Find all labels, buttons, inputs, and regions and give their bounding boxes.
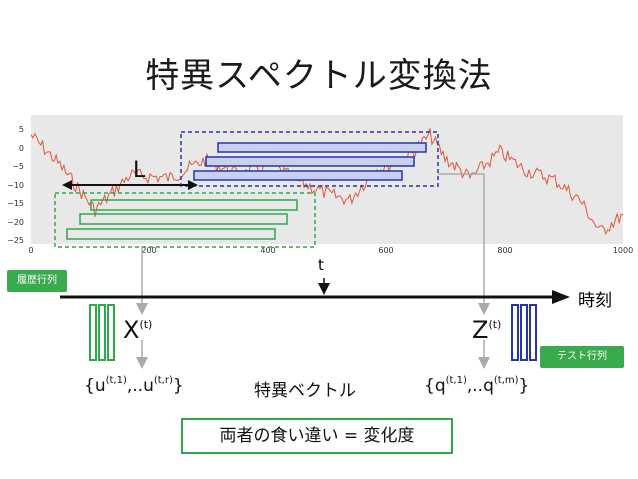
z-superscript: (t) <box>488 318 502 331</box>
time-t-label: t <box>318 256 324 274</box>
window-length-label: L <box>133 158 146 183</box>
u-superscript-2: (t,r) <box>153 375 173 386</box>
test-connector <box>438 173 490 369</box>
history-window-bar <box>79 213 288 225</box>
test-singular-vectors: {q(t,1),..q(t,m)} <box>424 375 530 396</box>
history-matrix-label: 履歴行列 <box>7 270 67 292</box>
y-tick-label: −5 <box>12 162 24 171</box>
test-matrix-symbol: Z(t) <box>472 316 501 344</box>
u-superscript-1: (t,1) <box>105 375 127 386</box>
history-window-bar <box>90 199 298 211</box>
time-axis-label: 時刻 <box>578 291 612 311</box>
q-middle: ,..q <box>466 376 494 396</box>
x-tick-label: 800 <box>497 246 513 255</box>
y-tick-label: −15 <box>7 199 24 208</box>
q-superscript-2: (t,m) <box>493 375 519 386</box>
y-tick-label: 5 <box>18 125 24 134</box>
x-symbol: X <box>123 316 140 344</box>
history-window-dashed <box>54 192 316 248</box>
test-matrix-label: テスト行列 <box>540 346 624 368</box>
test-window-bar <box>193 170 403 181</box>
z-symbol: Z <box>472 316 489 344</box>
test-window-dashed <box>180 131 439 187</box>
window-length-arrow <box>62 180 198 190</box>
change-degree-box: 両者の食い違い = 変化度 <box>181 418 453 454</box>
u-middle: ,..u <box>126 376 154 396</box>
x-tick-label: 0 <box>28 246 34 255</box>
test-window-bar <box>217 142 427 153</box>
x-tick-label: 200 <box>141 246 157 255</box>
q-close: } <box>518 376 530 396</box>
q-open: {q <box>424 376 446 396</box>
history-singular-vectors: {u(t,1),..u(t,r)} <box>84 375 184 396</box>
u-close: } <box>172 376 184 396</box>
q-superscript-1: (t,1) <box>445 375 467 386</box>
history-windows <box>54 192 316 248</box>
x-tick-label: 600 <box>378 246 394 255</box>
x-tick-label: 1000 <box>612 246 634 255</box>
history-matrix-symbol: X(t) <box>123 316 152 344</box>
test-windows <box>180 131 439 187</box>
singular-vectors-label: 特異ベクトル <box>254 381 356 401</box>
test-matrix-icon <box>511 304 537 361</box>
time-series-line <box>30 128 624 236</box>
y-tick-label: −25 <box>7 236 24 245</box>
y-tick-label: −20 <box>7 218 24 227</box>
history-matrix-icon <box>89 304 115 361</box>
u-open: {u <box>84 376 106 396</box>
x-tick-label: 400 <box>260 246 276 255</box>
history-window-bar <box>66 228 276 240</box>
x-superscript: (t) <box>139 318 153 331</box>
y-tick-label: 0 <box>18 144 24 153</box>
slide-title: 特異スペクトル変換法 <box>145 56 493 96</box>
time-axis-arrowhead <box>552 290 570 304</box>
y-tick-label: −10 <box>7 181 24 190</box>
test-window-bar <box>205 156 415 167</box>
